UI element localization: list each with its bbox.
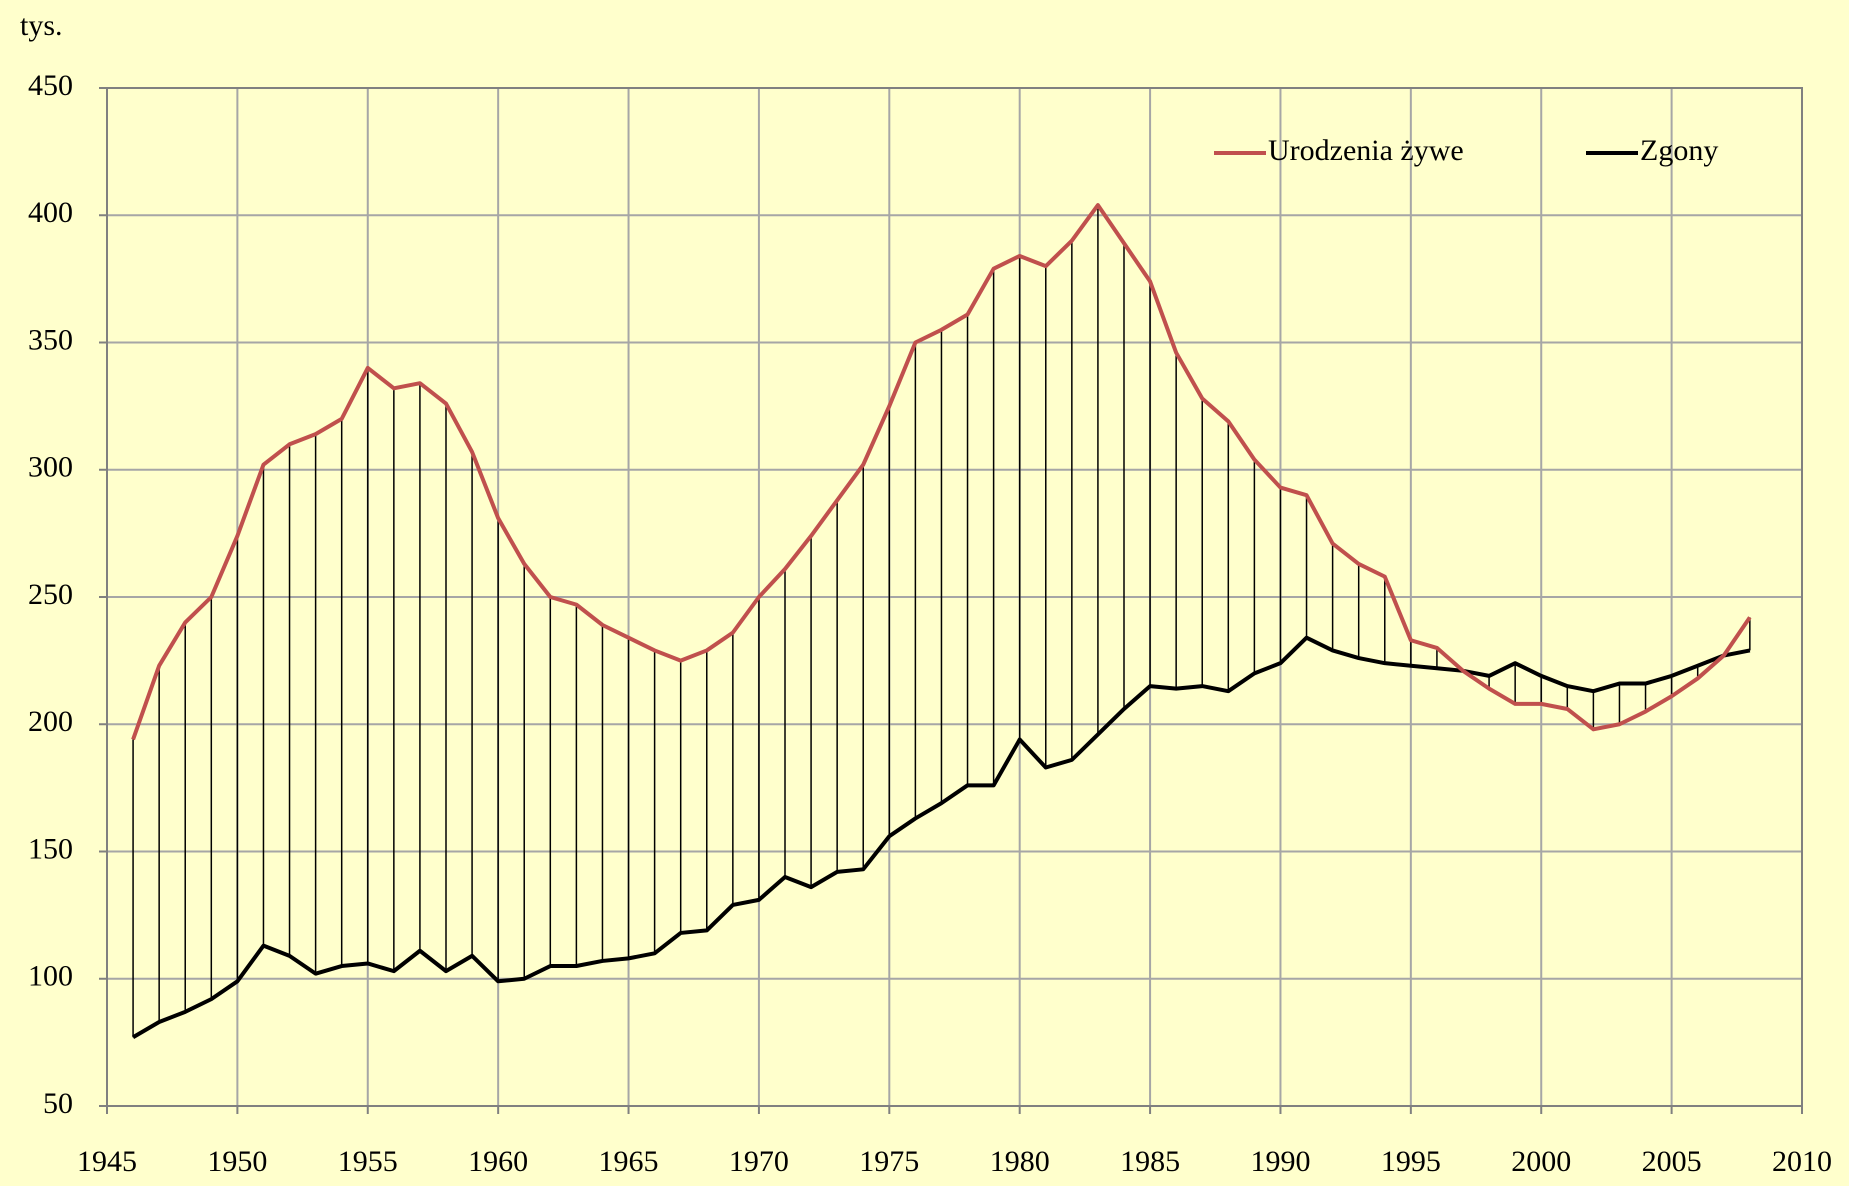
series-line — [131, 203, 1752, 741]
y-tick-label: 250 — [28, 578, 73, 611]
x-tick-label: 1955 — [338, 1145, 398, 1178]
x-tick-label: 1970 — [729, 1145, 789, 1178]
x-tick-label: 2005 — [1642, 1145, 1702, 1178]
y-tick-label: 300 — [28, 451, 73, 484]
x-tick-label: 1990 — [1250, 1145, 1310, 1178]
x-tick-label: 1980 — [990, 1145, 1050, 1178]
x-tick-label: 1945 — [77, 1145, 137, 1178]
y-unit: tys. — [20, 9, 63, 42]
legend-label: Urodzenia żywe — [1268, 134, 1464, 167]
x-tick-label: 1975 — [859, 1145, 919, 1178]
plot-frame — [106, 87, 1803, 1107]
x-tick-label: 1950 — [207, 1145, 267, 1178]
x-tick-label: 1985 — [1120, 1145, 1180, 1178]
x-tick-label: 2010 — [1772, 1145, 1832, 1178]
x-tick-label: 1960 — [468, 1145, 528, 1178]
y-tick-label: 200 — [28, 705, 73, 738]
series-line — [132, 635, 1751, 1040]
y-tick-label: 50 — [43, 1087, 73, 1120]
y-tick-label: 150 — [28, 832, 73, 865]
x-tick-label: 1995 — [1381, 1145, 1441, 1178]
y-tick-label: 100 — [28, 960, 73, 993]
x-tick-label: 2000 — [1511, 1145, 1571, 1178]
legend-label: Zgony — [1640, 134, 1718, 167]
y-tick-label: 450 — [28, 69, 73, 102]
x-tick-label: 1965 — [599, 1145, 659, 1178]
y-tick-label: 400 — [28, 196, 73, 229]
y-tick-label: 350 — [28, 323, 73, 356]
